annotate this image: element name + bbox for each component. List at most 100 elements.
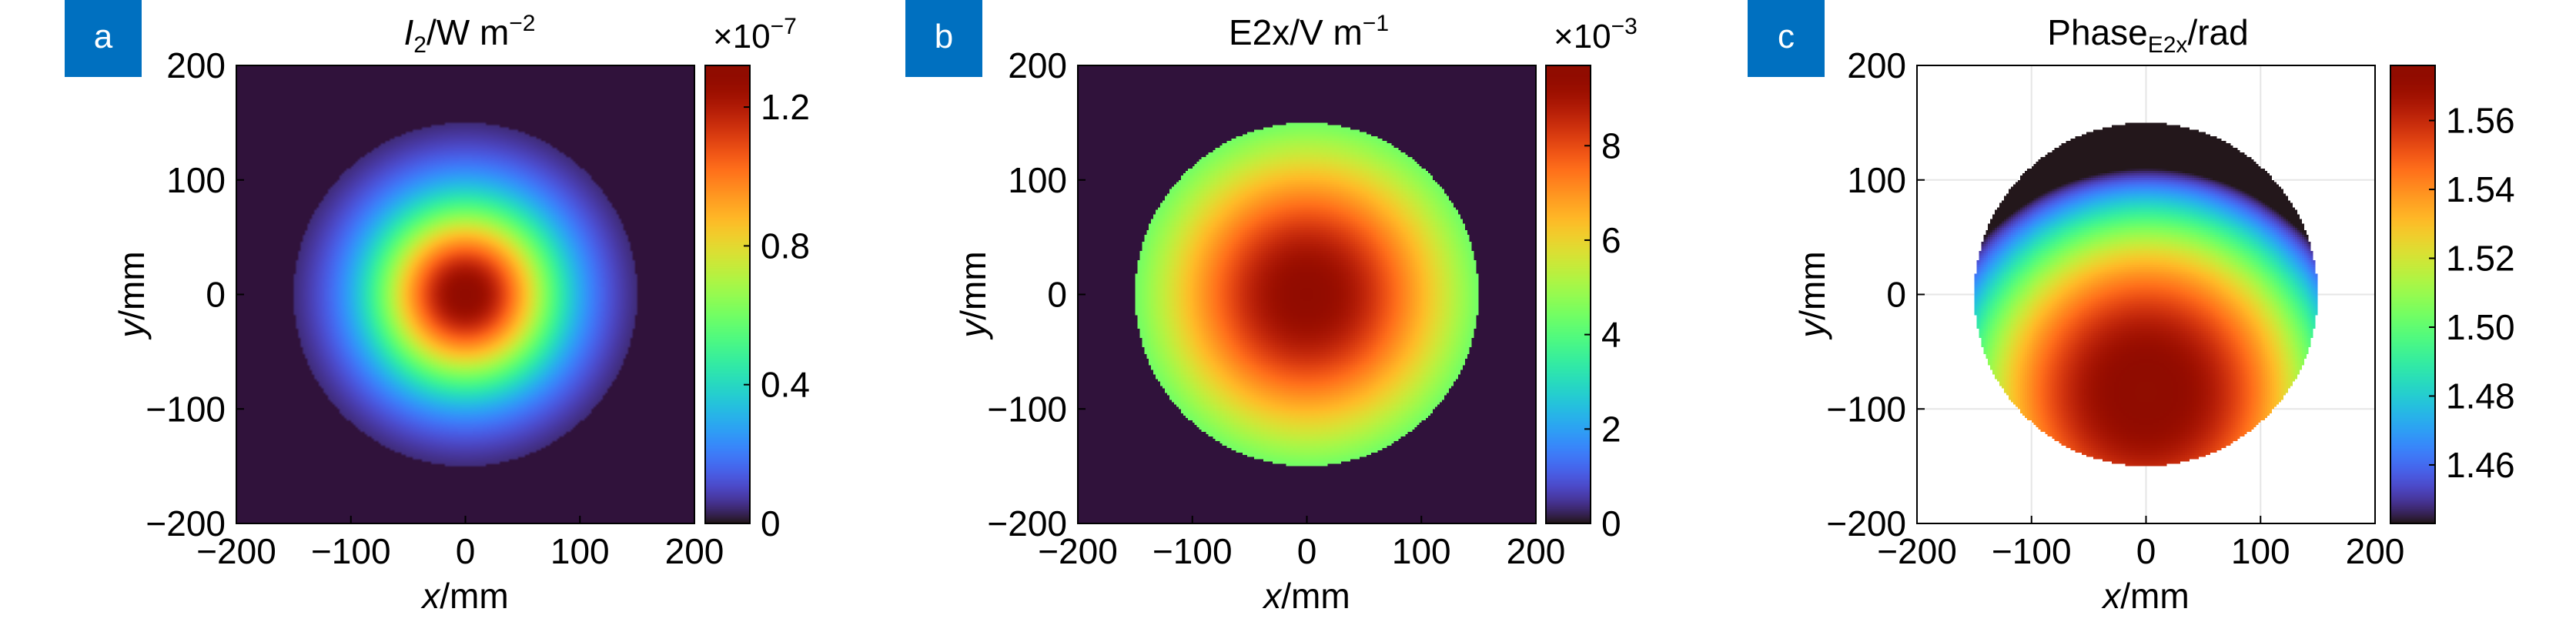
x-tick-label: −200: [196, 531, 276, 571]
panel-c: −200 −100 0 100 200−200−1000100200x/mmy/mmPh…: [1748, 0, 2515, 616]
x-tick-label: 0: [1297, 531, 1317, 571]
y-tick-label: 0: [1886, 275, 1906, 315]
y-tick-label: −200: [1826, 503, 1906, 543]
x-tick-label: 100: [1392, 531, 1451, 571]
colorbar-exponent-base: ×10: [1554, 18, 1611, 55]
colorbar-tick-label: 2: [1601, 409, 1621, 449]
heatmap-a: [236, 65, 694, 523]
y-tick-label: −100: [1826, 389, 1906, 429]
title-subscript: E2x: [2148, 32, 2188, 58]
colorbar-tick-label: 6: [1601, 220, 1621, 260]
y-axis-label: y/mm: [953, 251, 993, 339]
title-unit: /rad: [2187, 12, 2248, 52]
panel-badge-label: b: [935, 18, 953, 55]
colorbar-frame: [1545, 65, 1591, 524]
y-tick-label: 100: [166, 160, 226, 200]
y-axis-label: y/mm: [1792, 251, 1832, 339]
x-axis-label: x/mm: [1262, 576, 1350, 616]
x-axis-label-unit: /mm: [2120, 576, 2189, 616]
colorbar-tick-label: 1.50: [2446, 307, 2515, 347]
panel-title: E2x/V m−1: [1229, 11, 1389, 52]
title-var: Phase: [2047, 12, 2147, 52]
y-tick-label: −200: [146, 503, 226, 543]
panel-badge: [1748, 0, 1825, 77]
colorbar-tick-label: 1.46: [2446, 445, 2515, 485]
y-axis-label-var: y: [953, 318, 993, 340]
colorbar-tick-label: 8: [1601, 125, 1621, 166]
colorbar-frame: [704, 65, 751, 524]
x-axis-label: x/mm: [420, 576, 508, 616]
y-tick-label: −200: [987, 503, 1067, 543]
x-axis-label-unit: /mm: [440, 576, 508, 616]
y-tick-label: 200: [1847, 45, 1906, 85]
x-tick-label: −200: [1877, 531, 1957, 571]
x-tick-label: 200: [2346, 531, 2405, 571]
colorbar-tick-label: 0: [761, 503, 781, 543]
colorbar-exponent: ×10−3: [1554, 14, 1638, 55]
heatmap-aperture-c: [1974, 122, 2318, 466]
panel-badge: [65, 0, 142, 77]
title-superscript: −1: [1363, 11, 1389, 36]
y-tick-label: 100: [1008, 160, 1067, 200]
x-tick-label: −100: [1992, 531, 2072, 571]
x-tick-label: −100: [311, 531, 391, 571]
x-axis-label-var: x: [420, 576, 441, 616]
colorbar-tick-label: 1.48: [2446, 376, 2515, 416]
x-tick-label: 100: [550, 531, 610, 571]
y-axis-label-unit: /mm: [953, 251, 993, 319]
panel-badge-label: a: [94, 18, 113, 55]
y-tick-label: 200: [166, 45, 226, 85]
x-tick-label: 0: [456, 531, 476, 571]
title-unit: /W m: [427, 12, 509, 52]
x-tick-label: 0: [2136, 531, 2156, 571]
colorbar-exponent-base: ×10: [713, 18, 771, 55]
title-var: I: [404, 12, 414, 52]
x-tick-label: −200: [1038, 531, 1118, 571]
x-tick-label: 200: [1507, 531, 1566, 571]
colorbar-exponent-power: −3: [1611, 14, 1638, 39]
colorbar-tick-label: 4: [1601, 315, 1621, 355]
panel-b: −200 −100 0 100 200−200−1000100200x/mmy/mmE2…: [905, 0, 1638, 616]
colorbar-exponent: ×10−7: [713, 14, 797, 55]
y-tick-label: 0: [206, 275, 226, 315]
panel-badge-label: c: [1778, 18, 1795, 55]
heatmap-b: [1078, 65, 1536, 523]
colorbar-gradient: [2390, 65, 2435, 523]
x-axis-label-var: x: [2101, 576, 2122, 616]
y-axis-label: y/mm: [112, 251, 152, 339]
y-tick-label: −100: [987, 389, 1067, 429]
panel-title: I2/W m−2: [404, 11, 536, 58]
panel-a: −200 −100 0 100 200−200−1000100200x/mmy/mmI2…: [65, 0, 810, 616]
panel-badge: [905, 0, 982, 77]
y-tick-label: 200: [1008, 45, 1067, 85]
y-tick-label: −100: [146, 389, 226, 429]
colorbar-tick-label: 1.2: [761, 87, 810, 127]
y-axis-label-unit: /mm: [1792, 251, 1832, 319]
x-axis-label-var: x: [1262, 576, 1283, 616]
colorbar-tick-label: 0.8: [761, 226, 810, 266]
colorbar-tick-label: 1.52: [2446, 239, 2515, 279]
colorbar-tick-label: 1.54: [2446, 169, 2515, 209]
title-subscript: 2: [413, 32, 427, 58]
title-var: E2x/V m: [1229, 12, 1363, 52]
y-axis-label-var: y: [1792, 318, 1832, 340]
y-tick-label: 100: [1847, 160, 1906, 200]
x-tick-label: −100: [1153, 531, 1233, 571]
colorbar-gradient: [1546, 65, 1591, 523]
colorbar-tick-label: 0.4: [761, 365, 810, 405]
colorbar-tick-label: 0: [1601, 503, 1621, 543]
panel-title: PhaseE2x/rad: [2047, 12, 2248, 58]
x-axis-label-unit: /mm: [1281, 576, 1350, 616]
x-axis-label: x/mm: [2101, 576, 2189, 616]
x-tick-label: 200: [665, 531, 724, 571]
y-axis-label-var: y: [112, 318, 152, 340]
title-superscript: −2: [509, 11, 535, 36]
y-axis-label-unit: /mm: [112, 251, 152, 319]
x-tick-label: 100: [2231, 531, 2290, 571]
colorbar-exponent-power: −7: [771, 14, 797, 39]
colorbar-tick-label: 1.56: [2446, 101, 2515, 141]
y-tick-label: 0: [1047, 275, 1067, 315]
colorbar-frame: [2390, 65, 2436, 524]
